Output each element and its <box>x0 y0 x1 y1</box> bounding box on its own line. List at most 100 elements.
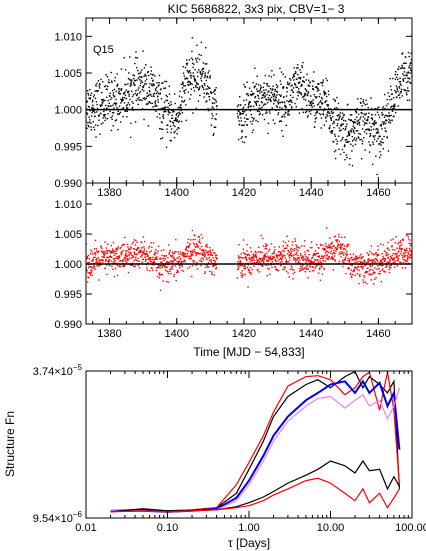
data-point <box>274 96 277 98</box>
data-point <box>131 100 133 103</box>
data-point <box>146 71 149 74</box>
data-point <box>386 254 388 256</box>
data-point <box>365 271 367 274</box>
data-point <box>407 80 409 83</box>
data-point <box>257 95 259 97</box>
data-point <box>345 272 347 275</box>
data-point <box>264 253 266 255</box>
y-tick-label: 1.000 <box>54 259 82 271</box>
data-point <box>191 58 194 61</box>
data-point <box>101 104 103 106</box>
data-point <box>409 249 411 251</box>
data-point <box>200 249 203 251</box>
data-point <box>278 246 280 248</box>
data-point <box>298 92 300 94</box>
data-point <box>308 262 311 264</box>
data-point <box>275 96 277 99</box>
data-point <box>120 253 123 256</box>
data-point <box>244 267 247 270</box>
data-point <box>122 259 125 261</box>
data-point <box>87 276 89 278</box>
data-point <box>136 98 139 100</box>
data-point <box>266 275 269 277</box>
data-point <box>118 255 120 257</box>
data-point <box>308 110 311 113</box>
data-point <box>399 261 401 263</box>
data-point <box>192 254 194 256</box>
data-point <box>186 252 189 255</box>
data-point <box>300 92 302 95</box>
data-point <box>149 90 151 93</box>
data-point <box>237 109 239 112</box>
data-point <box>90 266 92 268</box>
data-point <box>254 95 257 98</box>
data-point <box>339 153 342 156</box>
data-point <box>301 268 304 270</box>
data-point <box>261 114 264 116</box>
data-point <box>286 83 289 85</box>
data-point <box>273 98 275 100</box>
data-point <box>355 138 358 140</box>
data-point <box>370 125 372 128</box>
data-point <box>321 101 323 104</box>
data-point <box>145 97 147 100</box>
data-point <box>257 84 260 86</box>
data-point <box>130 246 132 248</box>
data-point <box>272 256 275 259</box>
data-point <box>323 124 326 126</box>
data-point <box>309 101 312 103</box>
data-point <box>138 76 141 78</box>
data-point <box>365 112 367 115</box>
data-point <box>302 80 304 83</box>
data-point <box>157 250 159 252</box>
data-point <box>174 265 177 267</box>
data-point <box>247 253 250 255</box>
data-point <box>95 250 98 252</box>
data-point <box>98 114 101 116</box>
data-point <box>303 76 305 78</box>
data-point <box>256 258 258 261</box>
data-point <box>93 126 95 128</box>
data-point <box>248 271 250 274</box>
structure-function-curves <box>110 371 401 513</box>
data-point <box>334 135 336 137</box>
data-point <box>343 245 346 247</box>
data-point <box>121 96 124 99</box>
data-point <box>193 77 196 79</box>
data-point <box>308 260 310 262</box>
data-point <box>201 261 203 263</box>
data-point <box>243 265 245 268</box>
data-point <box>290 247 292 250</box>
data-point <box>245 257 248 260</box>
data-point <box>317 88 319 90</box>
data-point <box>332 257 334 260</box>
data-point <box>313 105 315 107</box>
data-point <box>305 255 307 257</box>
data-point <box>351 135 354 138</box>
data-point <box>103 114 105 116</box>
data-point <box>398 255 400 257</box>
data-point <box>347 131 350 133</box>
data-point <box>139 99 142 101</box>
data-point <box>291 250 293 253</box>
data-point <box>285 260 287 263</box>
data-point <box>402 238 404 240</box>
data-point <box>141 246 143 249</box>
data-point <box>115 248 117 251</box>
data-point <box>156 275 159 278</box>
data-point <box>205 79 207 82</box>
data-point <box>132 256 134 258</box>
data-point <box>303 267 306 269</box>
data-point <box>352 259 354 261</box>
data-point <box>148 245 151 248</box>
data-point <box>109 98 112 101</box>
data-point <box>202 248 205 251</box>
data-point <box>282 254 284 257</box>
data-point <box>397 94 400 96</box>
data-point <box>304 267 307 269</box>
data-point <box>252 118 255 120</box>
data-point <box>249 247 252 249</box>
data-point <box>128 90 130 93</box>
data-point <box>366 270 369 273</box>
data-point <box>189 75 192 77</box>
